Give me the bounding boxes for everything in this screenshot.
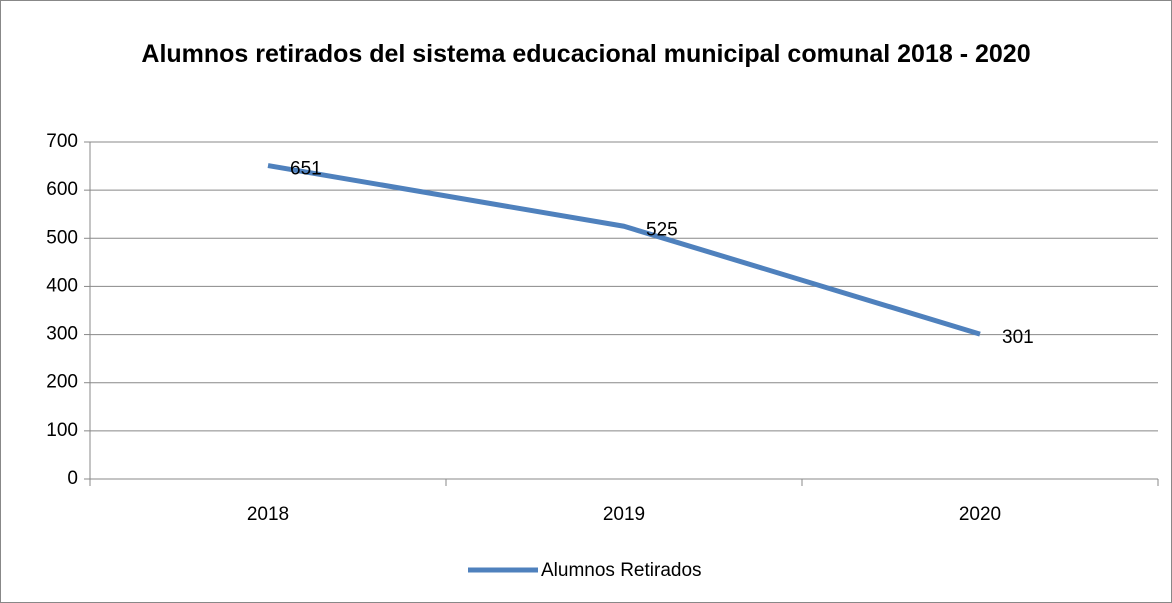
x-tick-label: 2019 xyxy=(603,504,645,525)
y-tick-label: 200 xyxy=(46,372,78,393)
chart-title: Alumnos retirados del sistema educaciona… xyxy=(141,40,1031,68)
data-label: 525 xyxy=(646,219,678,240)
y-tick-label: 600 xyxy=(46,179,78,200)
y-tick-label: 100 xyxy=(46,420,78,441)
y-tick-label: 400 xyxy=(46,275,78,296)
y-tick-label: 0 xyxy=(67,468,78,489)
data-label: 301 xyxy=(1002,327,1034,348)
data-label: 651 xyxy=(290,159,322,180)
x-tick-label: 2018 xyxy=(247,504,289,525)
legend-label: Alumnos Retirados xyxy=(541,560,702,581)
x-tick-label: 2020 xyxy=(959,504,1001,525)
y-tick-label: 700 xyxy=(46,131,78,152)
data-line xyxy=(267,163,981,337)
y-tick-label: 300 xyxy=(46,324,78,345)
y-tick-label: 500 xyxy=(46,227,78,248)
